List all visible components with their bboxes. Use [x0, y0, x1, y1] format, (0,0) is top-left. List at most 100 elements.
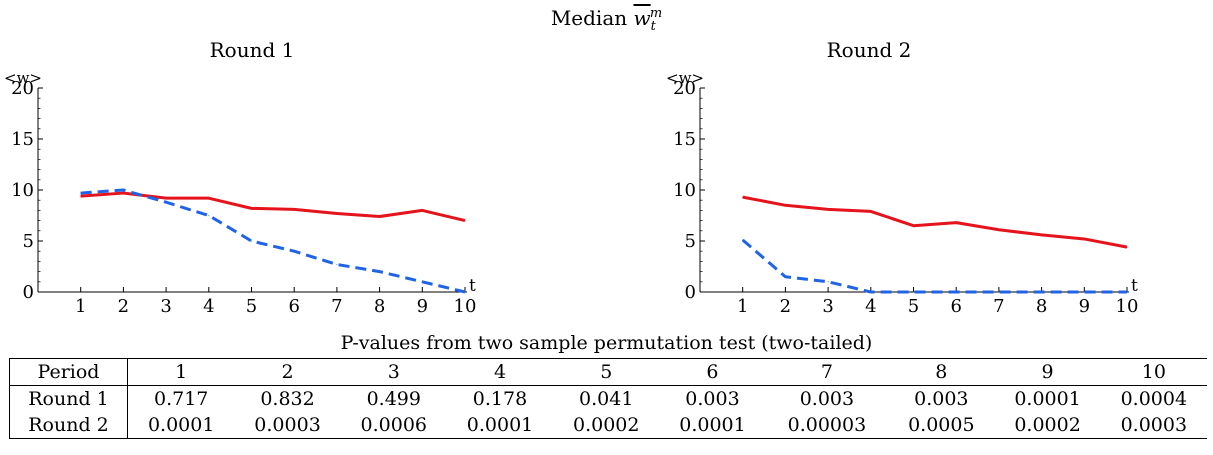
x-axis-label: t [1131, 276, 1138, 296]
data-point [421, 281, 423, 283]
table-row-label: Round 1 [9, 385, 128, 412]
table-header-label: Period [9, 358, 128, 386]
chart-2-title: Round 2 [826, 38, 912, 62]
table-cell: 0.003 [765, 385, 889, 412]
table-cell: 0.178 [446, 385, 554, 412]
data-point [955, 222, 957, 224]
table-cell: 0.041 [553, 385, 660, 412]
data-point [870, 210, 872, 212]
series-line-dashed [741, 238, 1127, 294]
data-point [913, 291, 914, 293]
table-header-cell: 5 [553, 358, 660, 386]
data-point [80, 195, 82, 197]
data-point [336, 263, 338, 265]
y-tick-label: 15 [11, 129, 34, 150]
y-tick-label: 10 [673, 180, 696, 201]
table-cell: 0.003 [888, 385, 995, 412]
x-tick-label: 9 [417, 296, 428, 317]
table-header-cell: 8 [888, 358, 995, 386]
data-point [464, 291, 466, 293]
x-tick-label: 7 [993, 296, 1004, 317]
data-point [122, 189, 124, 191]
table-header-row: Period 1 2 3 4 5 6 7 8 9 10 [9, 358, 1207, 386]
data-point [293, 208, 295, 210]
figure-title-sub: t [650, 19, 656, 34]
y-axis-label: <w> [4, 69, 42, 87]
p-value-table: Period 1 2 3 4 5 6 7 8 9 10 Round 1 0.717 0.832 0.499 0… [9, 358, 1207, 439]
x-tick-label: 1 [737, 296, 748, 317]
chart-round-2: 0 5 10 15 20 1 2 3 4 5 6 7 8 9 10 <w> t [666, 69, 1138, 317]
data-point [1083, 291, 1085, 293]
x-tick-label: 5 [246, 296, 257, 317]
y-tick-label: 15 [673, 129, 696, 150]
x-tick-label: 7 [331, 296, 342, 317]
table-cell: 0.0002 [994, 412, 1101, 439]
x-tick-label: 9 [1079, 296, 1090, 317]
data-point [251, 240, 252, 242]
x-tick-label: 5 [908, 296, 919, 317]
data-point [784, 276, 786, 278]
data-point [293, 250, 295, 252]
data-point [784, 204, 786, 206]
data-point [1041, 291, 1043, 293]
x-tick-label: 2 [118, 296, 129, 317]
table-row-label: Round 2 [9, 412, 128, 439]
table-header-cell: 4 [446, 358, 554, 386]
table-cell: 0.0001 [127, 412, 235, 439]
table-header-cell: 7 [765, 358, 889, 386]
data-point [165, 201, 167, 203]
data-point [208, 215, 210, 216]
data-point [80, 192, 82, 194]
series-line-solid [80, 191, 466, 223]
chart-1-title: Round 1 [209, 38, 295, 62]
table-header-cell: 1 [127, 358, 235, 386]
table-cell: 0.0002 [553, 412, 660, 439]
table-cell: 0.00003 [765, 412, 889, 439]
y-tick-label: 20 [11, 78, 34, 99]
data-point [913, 225, 914, 227]
y-tick-label: 20 [673, 78, 696, 99]
figure-title-var: w [633, 6, 651, 30]
y-tick-label: 0 [23, 282, 34, 303]
data-point [165, 197, 167, 199]
x-tick-label: 10 [454, 296, 477, 317]
data-point [1126, 246, 1128, 248]
y-tick-label: 10 [11, 180, 34, 201]
data-point [1083, 238, 1085, 240]
x-tick-label: 8 [1036, 296, 1047, 317]
y-tick-label: 5 [685, 231, 696, 252]
y-tick-label: 5 [23, 231, 34, 252]
y-axis-label: <w> [666, 69, 704, 87]
table-cell: 0.717 [127, 385, 235, 412]
series-line-solid [742, 195, 1128, 249]
table-header-cell: 9 [994, 358, 1101, 386]
table-cell: 0.0005 [888, 412, 995, 439]
data-point [379, 216, 381, 218]
table-caption: P-values from two sample permutation tes… [340, 332, 873, 354]
table-cell: 0.0001 [446, 412, 554, 439]
table-header-cell: 10 [1100, 358, 1207, 386]
x-tick-label: 4 [203, 296, 214, 317]
data-point [742, 196, 744, 198]
figure-title-prefix: Median [550, 6, 634, 30]
table-cell: 0.0001 [994, 385, 1101, 412]
data-point [336, 212, 338, 214]
data-point [1041, 234, 1043, 236]
data-point [870, 291, 872, 293]
table-cell: 0.832 [234, 385, 341, 412]
table-header-cell: 3 [340, 358, 447, 386]
x-tick-label: 4 [865, 296, 876, 317]
table-cell: 0.0004 [1100, 385, 1207, 412]
table-header-cell: 6 [659, 358, 766, 386]
figure-title-sup: m [649, 6, 663, 22]
x-axis-label: t [469, 276, 476, 296]
table-row: Round 1 0.717 0.832 0.499 0.178 0.041 0.003 0.0… [9, 385, 1207, 412]
x-tick-label: 3 [160, 296, 171, 317]
data-point [827, 208, 829, 210]
data-point [122, 192, 124, 194]
x-tick-label: 3 [822, 296, 833, 317]
data-point [742, 239, 744, 241]
x-tick-label: 6 [950, 296, 961, 317]
table-cell: 0.0003 [234, 412, 341, 439]
data-point [421, 209, 423, 211]
